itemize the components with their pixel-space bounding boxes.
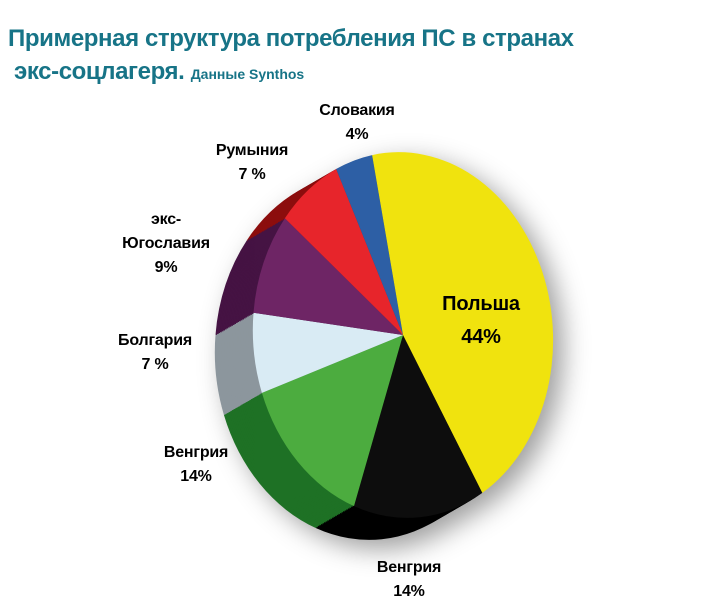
chart-title: Примерная структура потребления ПС в стр… (8, 22, 668, 91)
pie-slice-hungary-green (261, 335, 403, 507)
pie-slice-poland (372, 152, 554, 493)
chart-title-line2: экс-соцлагеря. (14, 58, 185, 85)
pie-slice-hungary-black (354, 335, 483, 518)
pie-slice-slovakia (336, 155, 403, 335)
pie-slice-romania (284, 169, 403, 335)
chart-title-line1: Примерная структура потребления ПС в стр… (8, 25, 574, 52)
source-note: Данные Synthos (190, 66, 305, 82)
pie-slice-bulgaria (252, 312, 403, 393)
pie-slice-ex-yugoslavia (253, 218, 403, 335)
